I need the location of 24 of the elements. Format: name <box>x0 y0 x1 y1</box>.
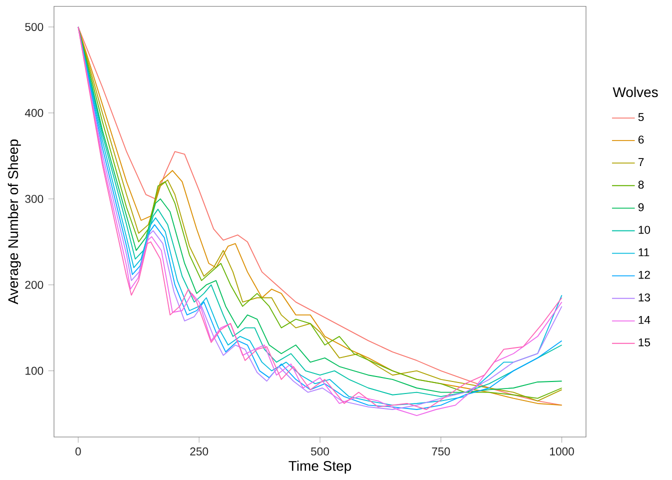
y-tick-label: 100 <box>26 366 44 375</box>
legend-label: 14 <box>638 316 650 324</box>
x-tick-label: 1000 <box>550 447 574 456</box>
legend-label: 9 <box>638 203 644 212</box>
x-axis-title: Time Step <box>288 460 352 474</box>
legend-label: 10 <box>638 226 650 234</box>
legend-label: 5 <box>638 113 644 122</box>
legend-label: 12 <box>638 270 650 279</box>
y-axis-title: Average Number of Sheep <box>8 140 21 304</box>
y-tick-label: 300 <box>25 194 44 203</box>
y-tick-label: 500 <box>25 22 44 31</box>
y-tick-label: 400 <box>24 108 44 117</box>
legend-label: 8 <box>638 180 644 189</box>
legend-label: 13 <box>638 293 650 302</box>
legend-label: 6 <box>638 136 644 144</box>
legend-label: 11 <box>638 248 650 256</box>
x-tick-label: 0 <box>75 447 81 456</box>
x-tick-label: 750 <box>432 447 450 456</box>
y-tick-label: 200 <box>25 280 44 289</box>
legend-label: 15 <box>638 338 650 346</box>
legend-label: 7 <box>638 158 644 166</box>
x-tick-label: 500 <box>311 447 330 456</box>
legend-title: Wolves <box>612 86 658 98</box>
x-tick-label: 250 <box>190 447 208 456</box>
